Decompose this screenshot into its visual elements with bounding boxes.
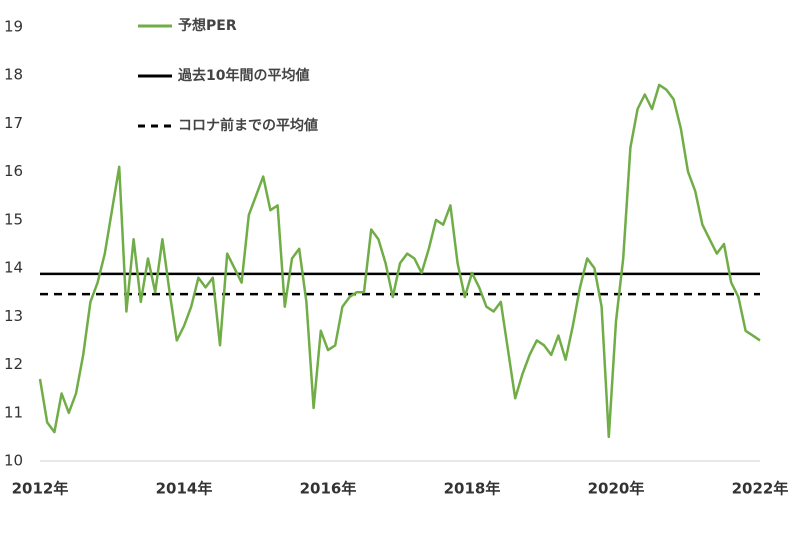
x-tick-label: 2018年 [444, 480, 501, 498]
y-tick-label: 18 [4, 66, 23, 84]
y-tick-label: 19 [4, 18, 23, 36]
x-tick-label: 2020年 [588, 480, 645, 498]
x-tick-label: 2014年 [156, 480, 213, 498]
x-tick-label: 2012年 [12, 480, 69, 498]
y-tick-label: 16 [4, 162, 23, 180]
y-tick-label: 13 [4, 307, 23, 325]
legend-label: コロナ前までの平均値 [178, 117, 318, 134]
y-tick-label: 11 [4, 403, 23, 421]
legend-label: 過去10年間の平均値 [177, 67, 309, 84]
y-tick-label: 12 [4, 355, 23, 373]
legend-label: 予想PER [178, 17, 237, 34]
y-tick-label: 10 [4, 452, 23, 470]
y-tick-label: 15 [4, 210, 23, 228]
price-line [38, 83, 761, 439]
x-tick-label: 2016年 [300, 480, 357, 498]
y-tick-label: 17 [4, 114, 23, 132]
y-tick-label: 14 [4, 259, 23, 277]
x-tick-label: 2022年 [732, 480, 789, 498]
